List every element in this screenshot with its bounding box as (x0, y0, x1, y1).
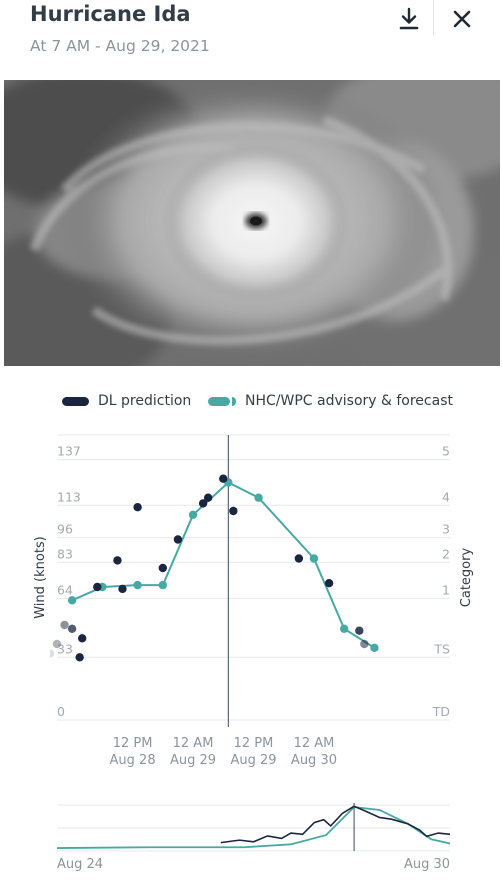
header: Hurricane Ida At 7 AM - Aug 29, 2021 (0, 0, 502, 80)
dl-data-point (77, 634, 87, 643)
dl-data-point (158, 563, 168, 573)
nhc-swatch-icon (208, 396, 236, 406)
close-button[interactable] (447, 4, 477, 34)
nhc-data-point (254, 493, 263, 502)
category-tick-label: TS (433, 641, 450, 656)
dl-data-point (203, 493, 213, 502)
category-tick-label: TD (432, 704, 450, 719)
plot-area (50, 474, 379, 662)
x-tick-label-time: 12 PM (113, 736, 153, 751)
x-tick-label-date: Aug 28 (110, 753, 156, 768)
y-tick-label: 64 (57, 582, 73, 597)
legend-dl-item[interactable]: DL prediction (62, 393, 191, 409)
dl-data-point (50, 649, 55, 658)
dl-data-point (133, 503, 142, 512)
dl-data-point (294, 554, 304, 563)
wind-chart: 0 33 64 83 96 113 137 TD TS 1 2 3 4 5 Wind (knots) Cate… (33, 434, 474, 768)
x-tick-label-time: 12 AM (294, 736, 335, 751)
legend-dl-label: DL prediction (98, 393, 192, 409)
nhc-data-point (133, 580, 142, 590)
header-divider (433, 0, 434, 36)
category-tick-label: 5 (442, 444, 450, 459)
x-tick-label-date: Aug 30 (291, 753, 337, 768)
dl-data-point (60, 620, 69, 630)
dl-data-point (52, 639, 62, 649)
nhc-data-point (67, 596, 77, 605)
dl-data-point (93, 582, 102, 592)
legend-nhc-label: NHC/WPC advisory & forecast (245, 393, 453, 409)
dl-data-point (355, 626, 364, 635)
close-icon (453, 10, 471, 28)
dl-data-point (229, 506, 238, 516)
page-title: Hurricane Ida (30, 2, 191, 26)
y2-axis-label: Category (459, 548, 474, 608)
dl-data-point (219, 474, 228, 483)
x-tick-label-date: Aug 29 (170, 753, 216, 768)
download-button[interactable] (394, 4, 424, 34)
y-axis-label: Wind (knots) (33, 536, 48, 619)
x-tick-label-date: Aug 29 (230, 753, 276, 768)
nhc-data-point (370, 643, 379, 652)
dl-data-point (75, 653, 84, 662)
dl-data-point (118, 584, 127, 594)
y-tick-label: 83 (57, 546, 73, 561)
page-subtitle: At 7 AM - Aug 29, 2021 (30, 37, 210, 55)
category-tick-label: 3 (442, 522, 450, 537)
y-tick-label: 137 (57, 444, 81, 459)
dl-data-point (113, 556, 122, 565)
nav-dl-line (220, 805, 451, 844)
category-tick-label: 2 (442, 546, 450, 561)
dl-data-point (198, 499, 208, 508)
timeline-navigator[interactable]: Aug 24 Aug 30 (0, 795, 502, 885)
satellite-image (4, 80, 500, 366)
nav-end-label: Aug 30 (404, 857, 450, 872)
dl-data-point (67, 624, 77, 633)
chart-legend: DL prediction NHC/WPC advisory & forecas… (0, 388, 502, 416)
nhc-data-point (339, 624, 349, 633)
x-tick-label-time: 12 PM (234, 736, 274, 751)
dl-data-point (324, 579, 334, 588)
category-tick-label: 1 (442, 582, 450, 597)
nhc-series-line (71, 481, 375, 649)
download-icon (399, 7, 419, 30)
dl-swatch-icon (62, 396, 89, 406)
legend-nhc-item[interactable]: NHC/WPC advisory & forecast (208, 393, 453, 409)
nhc-data-point (158, 580, 168, 590)
y-tick-label: 113 (57, 489, 81, 504)
y-tick-label: 0 (57, 704, 65, 719)
dl-data-point (173, 535, 183, 544)
category-tick-label: 4 (442, 489, 450, 504)
nhc-data-point (309, 554, 319, 563)
dl-data-point (360, 639, 369, 649)
y-tick-label: 96 (57, 522, 73, 537)
nav-nhc-line (56, 806, 451, 849)
x-tick-label-time: 12 AM (173, 736, 214, 751)
nav-start-label: Aug 24 (57, 857, 103, 872)
nhc-data-point (188, 510, 198, 519)
y-tick-label: 33 (57, 641, 73, 656)
